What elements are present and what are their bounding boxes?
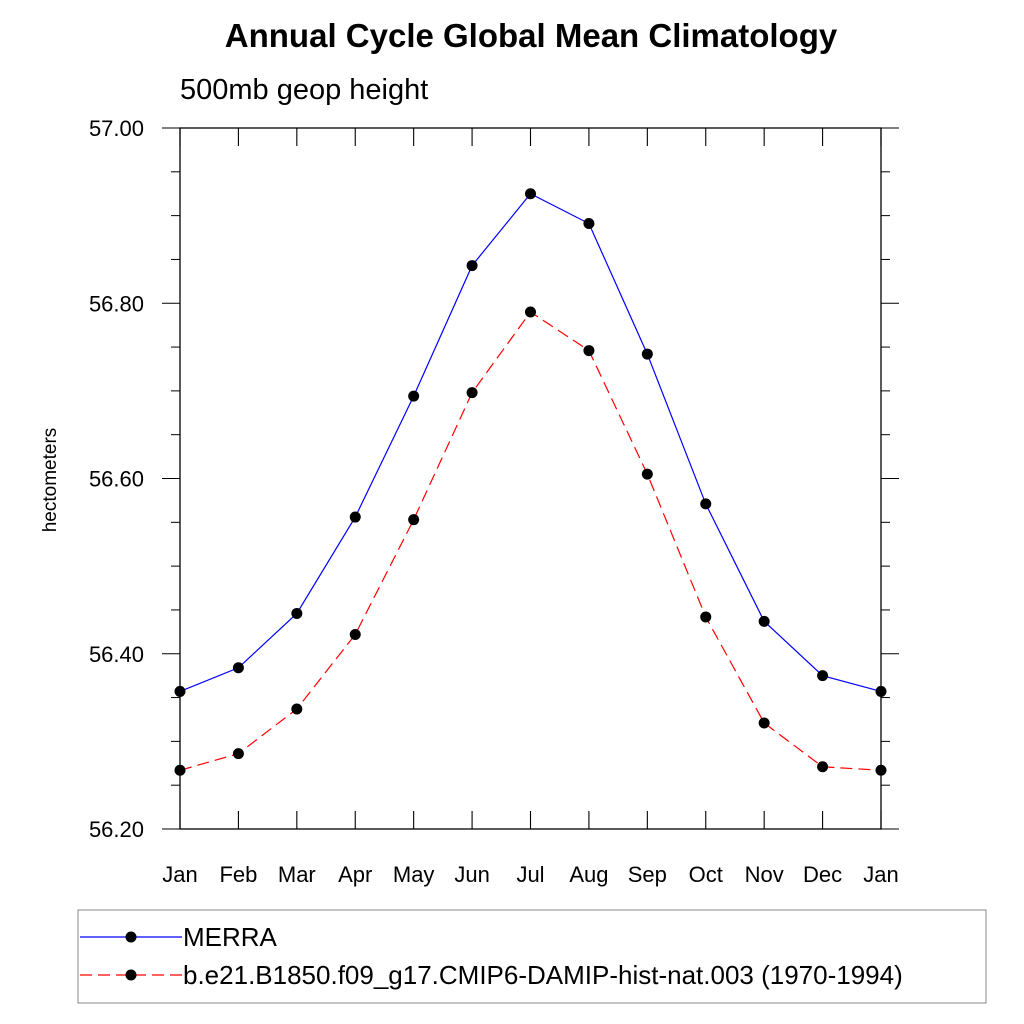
series-1-point [758, 717, 770, 729]
x-tick-label: Sep [628, 862, 667, 887]
x-tick-label: Jun [454, 862, 489, 887]
legend-box [77, 909, 987, 1004]
series-1-point [349, 628, 361, 640]
x-tick-label: Jan [863, 862, 898, 887]
series-0-point [875, 685, 887, 697]
series-0-point [408, 390, 420, 402]
y-axis-label: hectometers [40, 428, 61, 533]
series-0-point [641, 348, 653, 360]
series-0-point [349, 511, 361, 523]
series-1-point [817, 761, 829, 773]
series-1-point [875, 764, 887, 776]
series-0-point [291, 607, 303, 619]
series-1-point [700, 611, 712, 623]
chart-subtitle: 500mb geop height [180, 74, 428, 106]
series-1-point [466, 387, 478, 399]
series-1-point [232, 748, 244, 760]
axis-ticks: Jan Feb Mar Apr May Jun Jul Aug Sep Oct Nov Dec Jan 5… [89, 116, 899, 887]
series-0-point [758, 615, 770, 627]
x-tick-label: Dec [803, 862, 842, 887]
y-tick-label: 56.60 [89, 467, 144, 492]
series-layer [174, 188, 887, 776]
x-tick-label: May [393, 862, 435, 887]
series-0-point [817, 670, 829, 682]
x-tick-label: Nov [745, 862, 784, 887]
series-0-point [525, 188, 536, 200]
x-tick-label: Oct [689, 862, 723, 887]
x-tick-label: Jan [162, 862, 197, 887]
series-line-1 [179, 311, 882, 771]
x-tick-label: Feb [219, 862, 257, 887]
series-0-point [232, 662, 244, 674]
legend-label-1: b.e21.B1850.f09_g17.CMIP6-DAMIP-hist-nat… [183, 960, 903, 990]
x-tick-label: Mar [278, 862, 316, 887]
series-1-point [641, 468, 653, 480]
series-1-point [408, 514, 420, 526]
chart-title: Annual Cycle Global Mean Climatology [225, 17, 838, 54]
y-tick-label: 56.80 [89, 291, 144, 316]
legend-marker-0 [125, 931, 137, 943]
x-tick-label: Aug [569, 862, 608, 887]
series-0-point [583, 218, 595, 230]
y-tick-label: 56.40 [89, 642, 144, 667]
series-0-point [174, 685, 186, 697]
legend: MERRA b.e21.B1850.f09_g17.CMIP6-DAMIP-his… [80, 922, 903, 990]
series-0-point [700, 498, 712, 510]
plot-frame [179, 127, 882, 830]
x-tick-label: Apr [338, 862, 372, 887]
y-tick-label: 57.00 [89, 116, 144, 141]
y-tick-label: 56.20 [89, 817, 144, 842]
series-0-point [466, 260, 478, 272]
series-1-point [583, 345, 595, 357]
series-1-point [174, 764, 186, 776]
series-1-point [525, 306, 536, 318]
legend-marker-1 [125, 969, 137, 981]
series-line-0 [179, 192, 882, 693]
series-1-point [291, 703, 303, 715]
x-tick-label: Jul [516, 862, 544, 887]
legend-label-0: MERRA [183, 922, 278, 952]
